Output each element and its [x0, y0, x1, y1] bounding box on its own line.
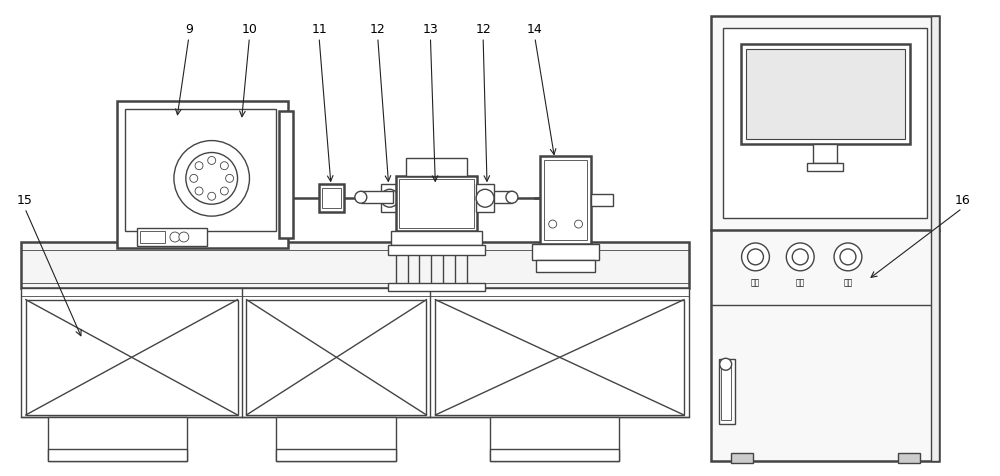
Bar [391, 231, 482, 245]
Bar [125, 109, 276, 231]
Bar [480, 191, 512, 203]
Circle shape [476, 189, 494, 207]
Bar [719, 359, 735, 424]
Circle shape [179, 232, 189, 242]
Text: 16: 16 [954, 194, 970, 207]
Bar [490, 417, 619, 461]
Circle shape [208, 157, 216, 164]
Circle shape [170, 232, 180, 242]
Bar [246, 299, 426, 415]
Bar [322, 188, 341, 208]
Bar [396, 177, 477, 231]
Bar [117, 101, 288, 248]
Circle shape [381, 189, 399, 207]
Text: 13: 13 [423, 23, 438, 36]
Circle shape [195, 187, 203, 195]
Bar [898, 453, 920, 463]
Bar [532, 244, 599, 260]
Bar [731, 453, 753, 463]
Bar [48, 449, 187, 461]
Circle shape [190, 174, 198, 182]
Text: 12: 12 [370, 23, 386, 36]
Bar [21, 242, 689, 288]
Circle shape [549, 220, 557, 228]
Bar [48, 417, 187, 461]
Bar [540, 157, 591, 244]
Circle shape [220, 187, 228, 195]
Circle shape [506, 191, 518, 203]
Bar [381, 184, 399, 212]
Bar [21, 288, 689, 417]
Bar [591, 194, 613, 206]
Bar [711, 16, 939, 461]
Bar [361, 191, 393, 203]
Bar [931, 16, 939, 461]
Bar [399, 179, 474, 228]
Bar [276, 449, 396, 461]
Text: 10: 10 [242, 23, 257, 36]
Circle shape [186, 152, 238, 204]
Text: 启动: 启动 [751, 279, 760, 288]
Text: 9: 9 [185, 23, 193, 36]
Circle shape [834, 243, 862, 271]
Bar [721, 362, 731, 420]
Bar [319, 184, 344, 212]
Circle shape [174, 140, 249, 216]
Bar [406, 159, 467, 177]
Circle shape [792, 249, 808, 265]
Circle shape [742, 243, 769, 271]
Circle shape [220, 162, 228, 169]
Bar [435, 299, 684, 415]
Circle shape [748, 249, 763, 265]
Text: 暂停: 暂停 [796, 279, 805, 288]
Circle shape [720, 358, 732, 370]
Bar [476, 184, 494, 212]
Bar [140, 231, 165, 243]
Bar [807, 163, 843, 171]
Text: 11: 11 [311, 23, 327, 36]
Circle shape [208, 192, 216, 200]
Bar [388, 283, 485, 291]
Bar [723, 28, 927, 218]
Bar [26, 299, 238, 415]
Bar [490, 449, 619, 461]
Bar [746, 49, 905, 139]
Bar [137, 228, 207, 246]
Bar [279, 111, 293, 238]
Circle shape [786, 243, 814, 271]
Text: 14: 14 [527, 23, 543, 36]
Bar [388, 245, 485, 255]
Text: 12: 12 [475, 23, 491, 36]
Bar [741, 44, 910, 144]
Bar [544, 160, 587, 240]
Circle shape [840, 249, 856, 265]
Bar [536, 260, 595, 272]
Circle shape [355, 191, 367, 203]
Text: 急停: 急停 [843, 279, 853, 288]
Bar [813, 144, 837, 163]
Text: 15: 15 [17, 194, 33, 207]
Bar [276, 417, 396, 461]
Circle shape [575, 220, 583, 228]
Circle shape [226, 174, 234, 182]
Circle shape [195, 162, 203, 169]
